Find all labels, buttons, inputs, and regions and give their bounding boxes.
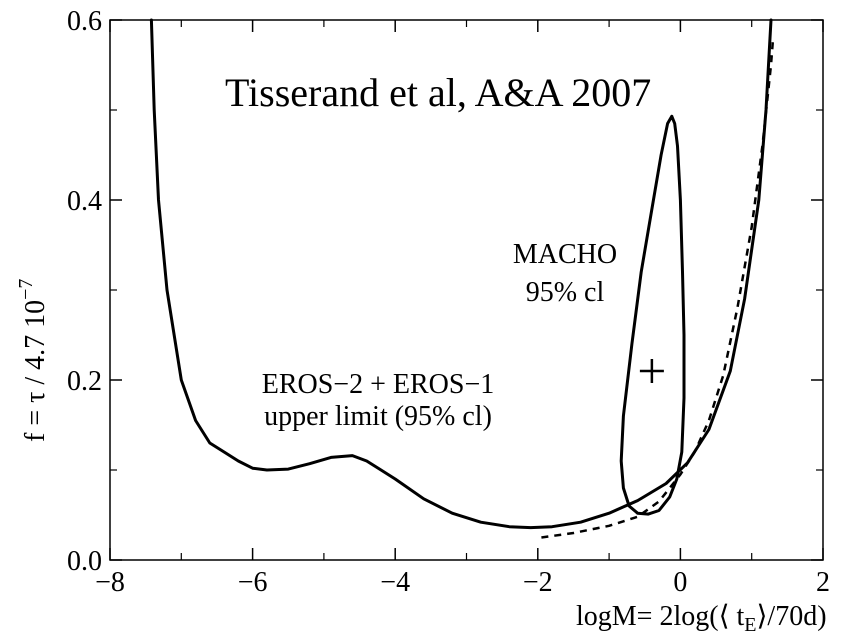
x-axis-title-tail: ⟩/70d): [757, 601, 827, 632]
macho-label-line2: 95% cl: [526, 277, 605, 308]
macho-label-line1: MACHO: [513, 239, 617, 270]
x-axis-title: logM= 2log(⟨ tE⟩/70d): [576, 601, 827, 636]
eros-limit-curve: [149, 18, 773, 530]
x-tick-label-3: −2: [523, 567, 553, 598]
y-axis-title: f = τ / 4.7 10−7: [15, 279, 51, 442]
y-tick-label-1: 0.2: [67, 366, 102, 397]
y-axis-title-main: f = τ / 4.7 10: [20, 300, 51, 442]
eros-label-line2: upper limit (95% cl): [264, 401, 492, 432]
x-tick-label-2: −4: [380, 567, 410, 598]
y-tick-label-3: 0.6: [67, 6, 102, 37]
dashed-curve: [541, 37, 775, 539]
best-fit-marker: [639, 359, 664, 383]
macho-contour: [619, 114, 686, 516]
x-tick-label-4: 0: [673, 567, 687, 598]
x-tick-label-0: −8: [95, 567, 125, 598]
tick-marks: [109, 19, 824, 561]
y-tick-label-2: 0.4: [67, 186, 102, 217]
x-axis-title-sub: E: [744, 614, 756, 636]
x-axis-title-main: logM= 2log(⟨ t: [576, 601, 744, 632]
tick-labels: −8 −6 −4 −2 0 2 0.0 0.2 0.4 0.6: [67, 6, 830, 598]
reference-label: Tisserand et al, A&A 2007: [225, 70, 651, 115]
y-tick-label-0: 0.0: [67, 546, 102, 577]
x-tick-label-5: 2: [816, 567, 830, 598]
curves: [149, 18, 775, 539]
y-axis-title-exponent: −7: [15, 279, 37, 300]
x-tick-label-1: −6: [238, 567, 268, 598]
eros-label-line1: EROS−2 + EROS−1: [262, 369, 495, 400]
